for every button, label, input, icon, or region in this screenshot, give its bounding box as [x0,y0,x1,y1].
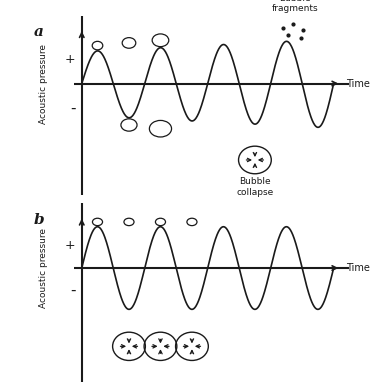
Text: +: + [65,53,75,66]
Text: -: - [70,101,75,115]
Text: Time: Time [346,263,370,273]
Text: -: - [70,283,75,298]
Text: Bubble
fragments: Bubble fragments [271,0,318,14]
Text: b: b [34,213,45,227]
Text: Acoustic pressure: Acoustic pressure [39,44,49,124]
Text: +: + [65,239,75,252]
Text: a: a [34,25,44,39]
Text: Bubble
collapse: Bubble collapse [236,177,273,197]
Text: Acoustic pressure: Acoustic pressure [39,228,49,308]
Text: Time: Time [346,78,370,89]
